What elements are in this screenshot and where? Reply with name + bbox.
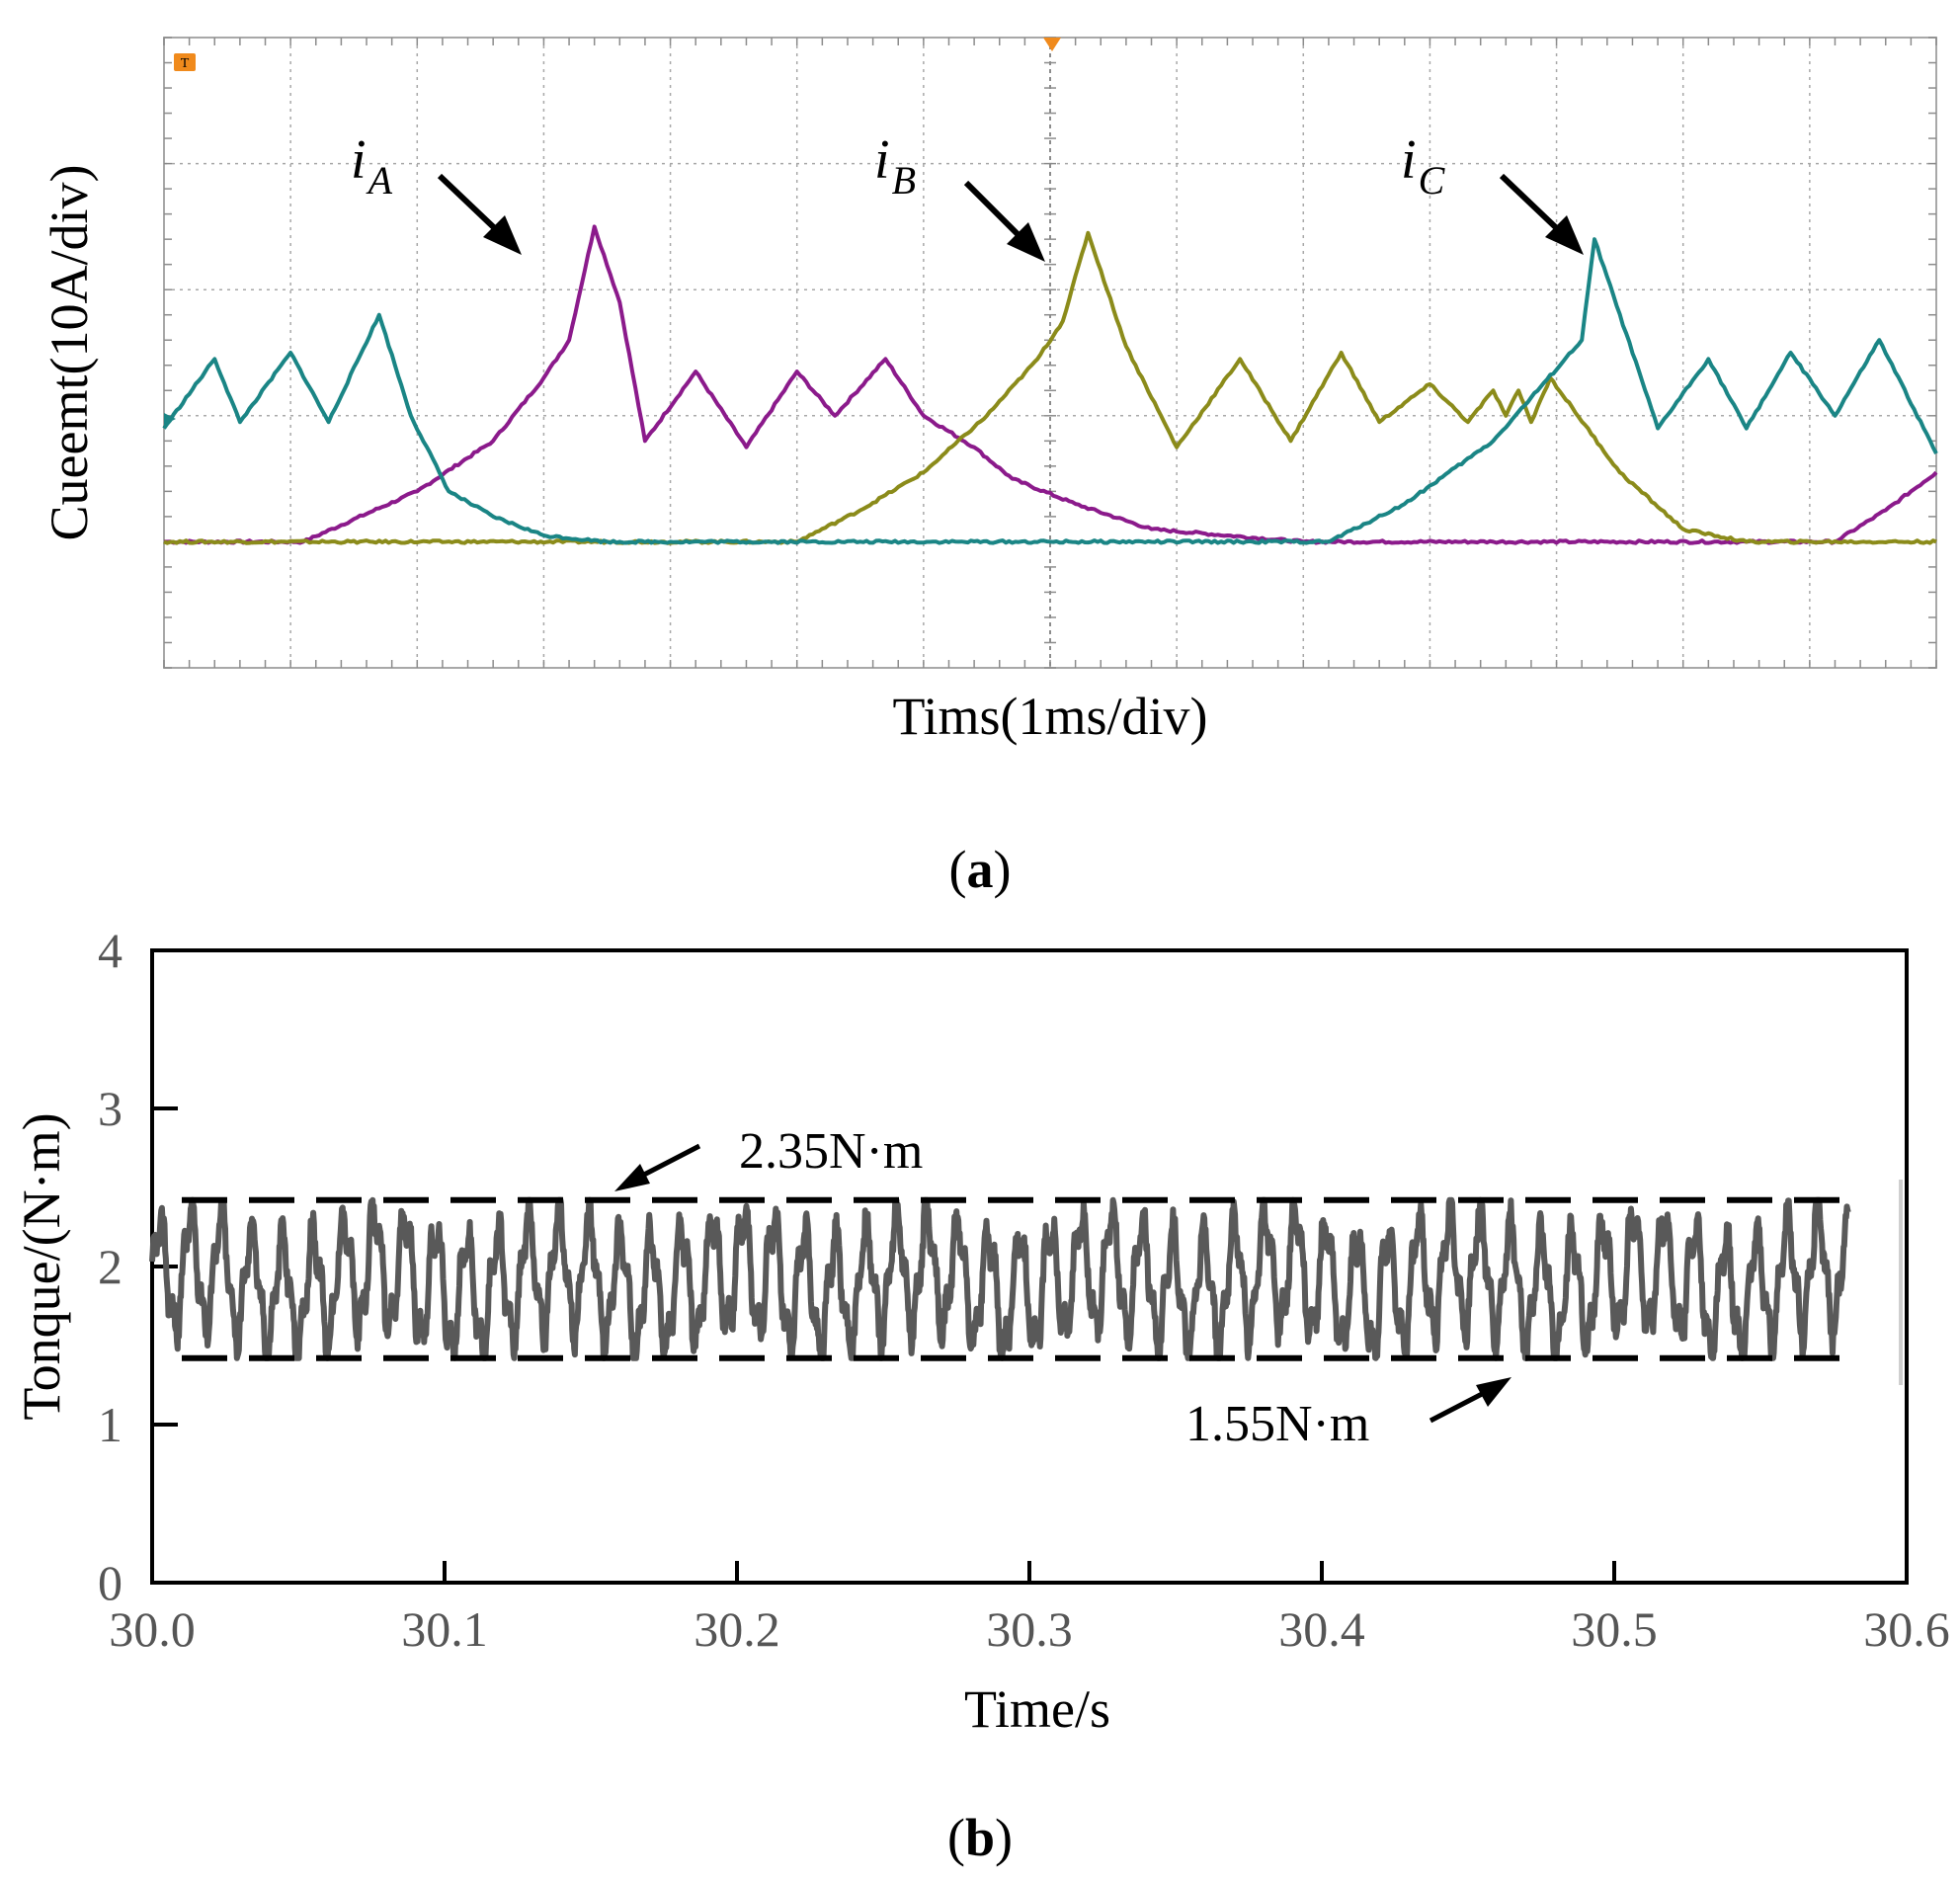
panel-b: 30.0 30.1 30.2 30.3 30.4 30.5 30.6 0 1 2 3 4 2.35N·…: [12, 923, 1950, 1867]
panel-a: T iA iB iC Cueemt(10A/div): [40, 37, 1938, 899]
ground-marker-left: [164, 413, 176, 425]
panel-a-ylabel: Cueemt(10A/div): [40, 165, 99, 541]
x-tick-label: 30.5: [1571, 1601, 1658, 1657]
panel-a-xlabel: Tims(1ms/div): [892, 687, 1207, 746]
panel-a-grid: [163, 37, 1937, 669]
time-center-marker: [1043, 38, 1061, 51]
torque-series-line: [149, 1196, 1851, 1361]
trigger-marker-label: T: [181, 56, 190, 71]
annotation-ic-arrowhead: [1545, 215, 1584, 255]
y-tick-label: 2: [98, 1239, 122, 1294]
annotation-ib-sub: B: [892, 158, 916, 203]
x-tick-label: 30.0: [109, 1601, 196, 1657]
y-tick-label: 3: [98, 1081, 122, 1136]
annotation-ic-arrow: [1499, 173, 1567, 238]
svg-text:(b): (b): [947, 1808, 1013, 1867]
panel-a-label-open: (: [949, 840, 967, 899]
svg-text:iB: iB: [874, 129, 916, 203]
panel-b-ylabel: Tonque/(N·m): [12, 1112, 71, 1420]
annotation-upper-arrowhead: [614, 1164, 650, 1191]
series-iA: [164, 224, 1938, 545]
x-tick-label: 30.6: [1863, 1601, 1950, 1657]
trigger-marker: T: [174, 53, 196, 71]
svg-text:iA: iA: [351, 129, 393, 203]
series-iC: [162, 237, 1938, 545]
annotation-ic-text: i: [1401, 129, 1417, 191]
annotation-ia-arrow: [437, 173, 505, 238]
panel-b-reference-lines: [182, 1180, 1903, 1385]
panel-b-ticks: 30.0 30.1 30.2 30.3 30.4 30.5 30.6 0 1 2 3 4: [98, 923, 1950, 1657]
x-tick-label: 30.4: [1278, 1601, 1365, 1657]
annotation-ia-text: i: [351, 129, 367, 191]
panel-a-plot-frame: [163, 37, 1937, 669]
annotation-ia-arrowhead: [483, 215, 522, 255]
x-tick-label: 30.1: [401, 1601, 488, 1657]
annotation-ic: iC: [1401, 129, 1584, 255]
panel-a-label-close: ): [994, 840, 1012, 899]
panel-b-label: b: [965, 1808, 995, 1867]
annotation-lower-text: 1.55N·m: [1185, 1396, 1369, 1452]
x-tick-label: 30.3: [986, 1601, 1073, 1657]
annotation-upper-text: 2.35N·m: [739, 1123, 923, 1180]
annotation-ib-arrow: [963, 180, 1028, 245]
panel-b-label-open: (: [947, 1808, 965, 1867]
svg-text:(a): (a): [949, 840, 1012, 899]
annotation-upper-arrow: [640, 1143, 701, 1179]
y-tick-label: 4: [98, 923, 122, 978]
annotation-ia-sub: A: [366, 158, 393, 203]
annotation-ib: iB: [874, 129, 1045, 262]
annotation-ib-arrowhead: [1007, 222, 1045, 262]
annotation-upper: 2.35N·m: [614, 1123, 923, 1191]
panel-a-series: [162, 224, 1938, 545]
y-tick-label: 0: [98, 1555, 122, 1610]
trigger-marker-box: [174, 53, 196, 71]
annotation-lower-arrow: [1429, 1390, 1486, 1424]
annotation-ia: iA: [351, 129, 522, 255]
panel-b-label-close: ): [995, 1808, 1013, 1867]
annotation-ic-sub: C: [1419, 158, 1446, 203]
annotation-lower: 1.55N·m: [1185, 1377, 1511, 1452]
annotation-lower-arrowhead: [1476, 1377, 1511, 1407]
x-tick-label: 30.2: [694, 1601, 780, 1657]
svg-text:iC: iC: [1401, 129, 1446, 203]
annotation-ib-text: i: [874, 129, 890, 191]
panel-b-xlabel: Time/s: [964, 1679, 1110, 1739]
y-tick-label: 1: [98, 1397, 122, 1452]
series-iB: [163, 230, 1937, 545]
panel-a-label: a: [967, 840, 994, 899]
